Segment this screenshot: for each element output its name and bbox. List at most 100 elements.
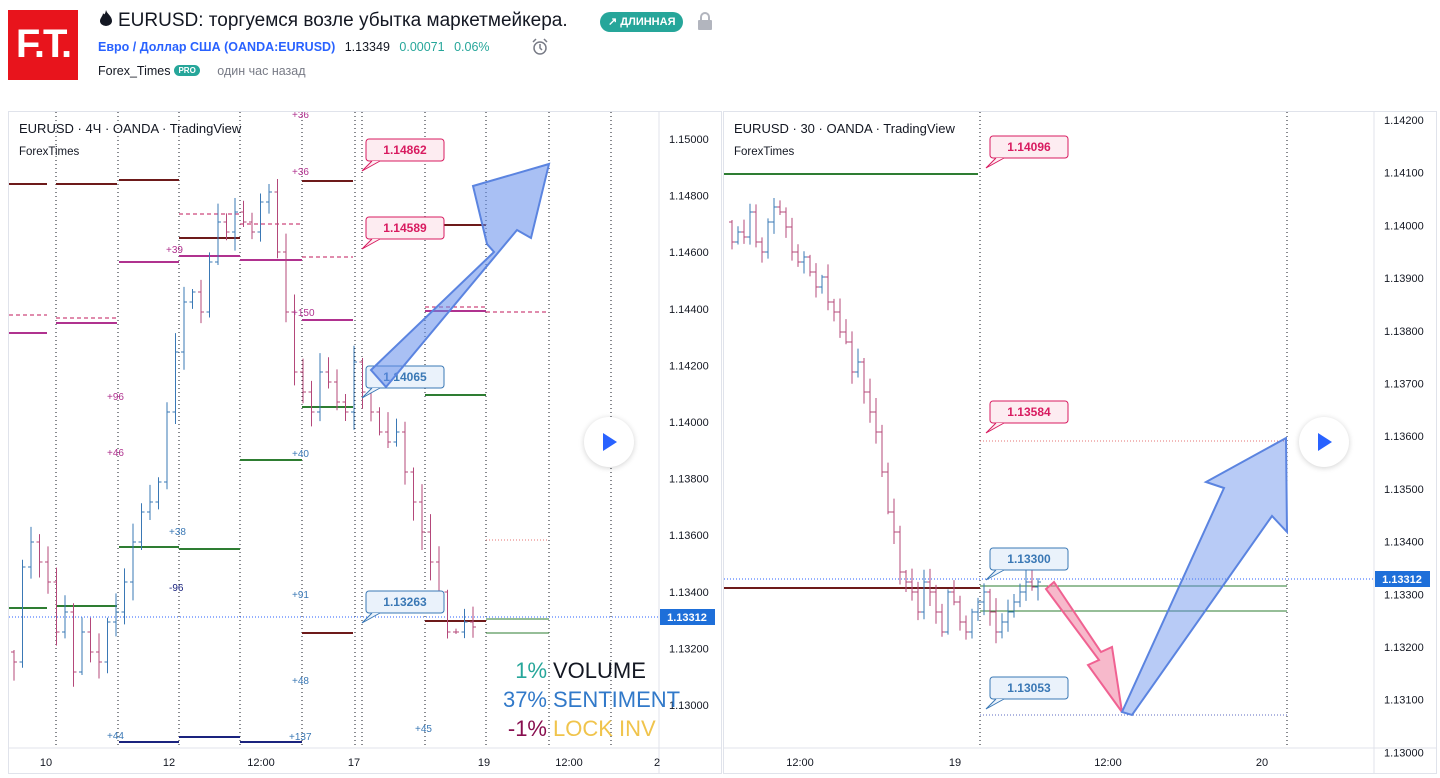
forecast-up-arrow — [369, 162, 551, 389]
legend-lockinv-label: LOCK INV — [553, 716, 656, 741]
chart-right-title: EURUSD · 30 · OANDA · TradingView — [734, 121, 955, 136]
level-tag-4-box — [365, 590, 445, 614]
legend-volume-pct: 1% — [515, 658, 547, 683]
level-tag-3: 1.13300 — [1007, 552, 1051, 566]
price-tick: 1.13400 — [1384, 537, 1424, 549]
price-tick: 1.13800 — [669, 474, 709, 486]
level-tag-2-pointer — [985, 422, 1005, 434]
price-tick: 1.13400 — [669, 587, 709, 599]
play-replay-button-right[interactable] — [1299, 417, 1349, 467]
price-tick: 1.13200 — [1384, 642, 1424, 654]
level-annotation: +150 — [292, 308, 315, 319]
price-change: 0.00071 — [399, 40, 445, 54]
level-tag-4-box — [989, 676, 1069, 700]
time-tick: 12:00 — [247, 757, 275, 769]
price-tick: 1.13600 — [669, 530, 709, 542]
price-tick: 1.13600 — [1384, 431, 1424, 443]
price-tick: 1.13200 — [669, 643, 709, 655]
play-icon — [1318, 433, 1332, 451]
level-tag-2-pointer — [361, 238, 381, 250]
lock-icon — [697, 12, 713, 35]
level-tag-3-box — [989, 547, 1069, 571]
forecast-down-arrow — [1044, 580, 1123, 713]
legend-volume-label: VOLUME — [553, 658, 646, 683]
level-annotation: +48 — [292, 676, 309, 687]
level-tag-1-box — [365, 138, 445, 162]
chart-left-watermark: ForexTimes — [19, 146, 80, 158]
level-tag-3-pointer — [361, 387, 381, 399]
legend-sentiment-label: SENTIMENT — [553, 687, 681, 712]
level-annotation: +46 — [107, 448, 124, 459]
level-tag-1-pointer — [361, 160, 381, 172]
indicator-legend: 1% VOLUME 37% SENTIMENT -1% LOCK INV — [492, 656, 680, 743]
time-tick: 17 — [348, 757, 360, 769]
price-tick: 1.14200 — [1384, 115, 1424, 127]
last-price: 1.13349 — [344, 40, 390, 54]
price-tick: 1.13000 — [669, 700, 709, 712]
logo-text: F.T. — [15, 22, 72, 66]
level-annotation: +137 — [289, 732, 312, 743]
current-price-tag — [660, 609, 715, 625]
idea-title-text: EURUSD: торгуемся возле убытка маркетмей… — [118, 10, 568, 31]
author-logo[interactable]: F.T. — [8, 10, 78, 80]
alarm-icon[interactable] — [531, 38, 549, 61]
flame-icon — [100, 10, 112, 32]
level-tag-3-pointer — [985, 569, 1005, 581]
legend-sentiment-pct: 37% — [502, 687, 547, 712]
level-tag-2-box — [989, 400, 1069, 424]
price-tick: 1.14600 — [669, 247, 709, 259]
price-tick: 1.13900 — [1384, 273, 1424, 285]
price-tick: 1.14200 — [669, 360, 709, 372]
legend-lockinv-pct: -1% — [507, 716, 547, 741]
price-tick: 1.14000 — [1384, 220, 1424, 232]
level-annotation: +36 — [292, 167, 309, 178]
time-tick: 19 — [949, 757, 961, 769]
level-tag-1: 1.14096 — [1007, 140, 1051, 154]
current-price-tag — [1375, 571, 1430, 587]
level-annotation: +38 — [169, 527, 186, 538]
author-name[interactable]: Forex_Times — [98, 64, 171, 78]
symbol-link[interactable]: Евро / Доллар США (OANDA:EURUSD) — [98, 40, 336, 54]
chart-right-canvas[interactable]: 1.14200 1.14100 1.14000 1.13900 1.13800 1.137… — [724, 112, 1436, 773]
long-badge: ↗ ДЛИННАЯ — [600, 12, 684, 32]
price-tick: 1.13300 — [1384, 589, 1424, 601]
chart-left-canvas[interactable]: 1.15000 1.14800 1.14600 1.14400 1.14200 1.140… — [9, 112, 721, 773]
chart-left[interactable]: 1.15000 1.14800 1.14600 1.14400 1.14200 1.140… — [8, 111, 722, 774]
time-tick: 12:00 — [786, 757, 814, 769]
level-annotation: +45 — [415, 724, 432, 735]
time-tick: 12 — [163, 757, 175, 769]
level-tag-1: 1.14862 — [383, 143, 427, 157]
time-tick: 12:00 — [555, 757, 583, 769]
symbol-row: Евро / Доллар США (OANDA:EURUSD) 1.13349… — [98, 40, 490, 54]
time-tick: 20 — [1256, 757, 1268, 769]
level-tag-1-box — [989, 135, 1069, 159]
price-change-pct: 0.06% — [454, 40, 490, 54]
price-tick: 1.13000 — [1384, 747, 1424, 759]
pro-badge: PRO — [174, 65, 200, 76]
published-time: один час назад — [217, 64, 306, 78]
price-tick: 1.15000 — [669, 134, 709, 146]
price-tick: 1.13700 — [1384, 379, 1424, 391]
play-replay-button[interactable] — [584, 417, 634, 467]
level-tag-1-pointer — [985, 157, 1005, 169]
level-tag-4: 1.13263 — [383, 595, 427, 609]
forecast-up-arrow — [1120, 436, 1289, 717]
chart-right-watermark: ForexTimes — [734, 146, 795, 158]
time-tick: 10 — [40, 757, 52, 769]
level-annotation: +36 — [292, 112, 309, 121]
level-annotation: -96 — [169, 583, 184, 594]
level-tag-2: 1.14589 — [383, 221, 427, 235]
price-tick: 1.13100 — [1384, 695, 1424, 707]
price-tick: 1.14100 — [1384, 168, 1424, 180]
chart-left-title: EURUSD · 4Ч · OANDA · TradingView — [19, 121, 242, 136]
price-tick: 1.14400 — [669, 304, 709, 316]
current-price-value: 1.13312 — [667, 612, 707, 624]
chart-right[interactable]: 1.14200 1.14100 1.14000 1.13900 1.13800 1.137… — [723, 111, 1437, 774]
price-tick: 1.13800 — [1384, 326, 1424, 338]
time-tick: 19 — [478, 757, 490, 769]
level-annotation: +40 — [292, 449, 309, 460]
play-icon — [603, 433, 617, 451]
time-tick: 12:00 — [1094, 757, 1122, 769]
level-tag-2-box — [365, 216, 445, 240]
price-tick: 1.14000 — [669, 417, 709, 429]
